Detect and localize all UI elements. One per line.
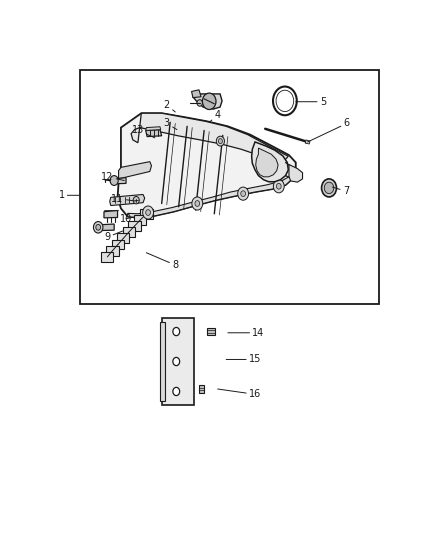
Circle shape [143,206,154,219]
Polygon shape [119,161,152,179]
Polygon shape [123,227,135,237]
Polygon shape [305,140,310,144]
Polygon shape [128,221,141,231]
Polygon shape [117,233,130,243]
Circle shape [173,387,180,395]
Polygon shape [289,165,303,182]
Polygon shape [101,252,113,262]
Polygon shape [134,215,146,225]
Circle shape [173,327,180,336]
Text: 16: 16 [218,389,261,399]
Polygon shape [193,94,222,109]
Text: 15: 15 [226,354,261,365]
Circle shape [110,175,118,185]
Polygon shape [251,142,288,182]
Circle shape [276,183,281,189]
Polygon shape [106,246,119,256]
Circle shape [93,222,103,233]
Circle shape [173,358,180,366]
Circle shape [96,224,101,230]
Text: 6: 6 [307,118,350,142]
Text: 1: 1 [59,190,80,200]
Polygon shape [104,211,117,218]
Bar [160,322,165,401]
Circle shape [146,209,151,215]
Circle shape [195,200,200,206]
Bar [80,70,379,304]
Circle shape [202,93,216,109]
Polygon shape [131,113,288,165]
Polygon shape [114,177,126,184]
Text: 7: 7 [332,186,349,196]
Text: 5: 5 [296,96,326,107]
Polygon shape [191,90,201,98]
Circle shape [321,179,336,197]
Circle shape [273,180,284,193]
Polygon shape [256,148,278,177]
Polygon shape [112,240,124,249]
Text: 13: 13 [132,125,155,138]
Text: 4: 4 [209,110,221,122]
Circle shape [197,100,202,106]
Text: 12: 12 [101,172,124,182]
Polygon shape [199,385,204,393]
Circle shape [216,136,225,146]
Polygon shape [98,224,114,231]
Circle shape [238,187,249,200]
Polygon shape [128,176,293,218]
Text: 10: 10 [120,214,134,224]
Polygon shape [146,127,161,131]
Polygon shape [117,113,296,218]
Text: 8: 8 [146,253,178,270]
Polygon shape [140,209,152,219]
Text: 14: 14 [228,328,265,338]
Polygon shape [110,195,145,206]
Text: 9: 9 [104,231,123,242]
Text: 11: 11 [111,193,135,204]
Circle shape [133,197,139,204]
Text: 2: 2 [164,100,175,112]
Circle shape [241,191,246,197]
Bar [162,318,194,405]
Polygon shape [207,328,215,335]
Circle shape [324,182,334,193]
Text: 3: 3 [164,118,177,130]
Circle shape [192,197,203,210]
Polygon shape [146,130,162,136]
Circle shape [219,139,223,143]
